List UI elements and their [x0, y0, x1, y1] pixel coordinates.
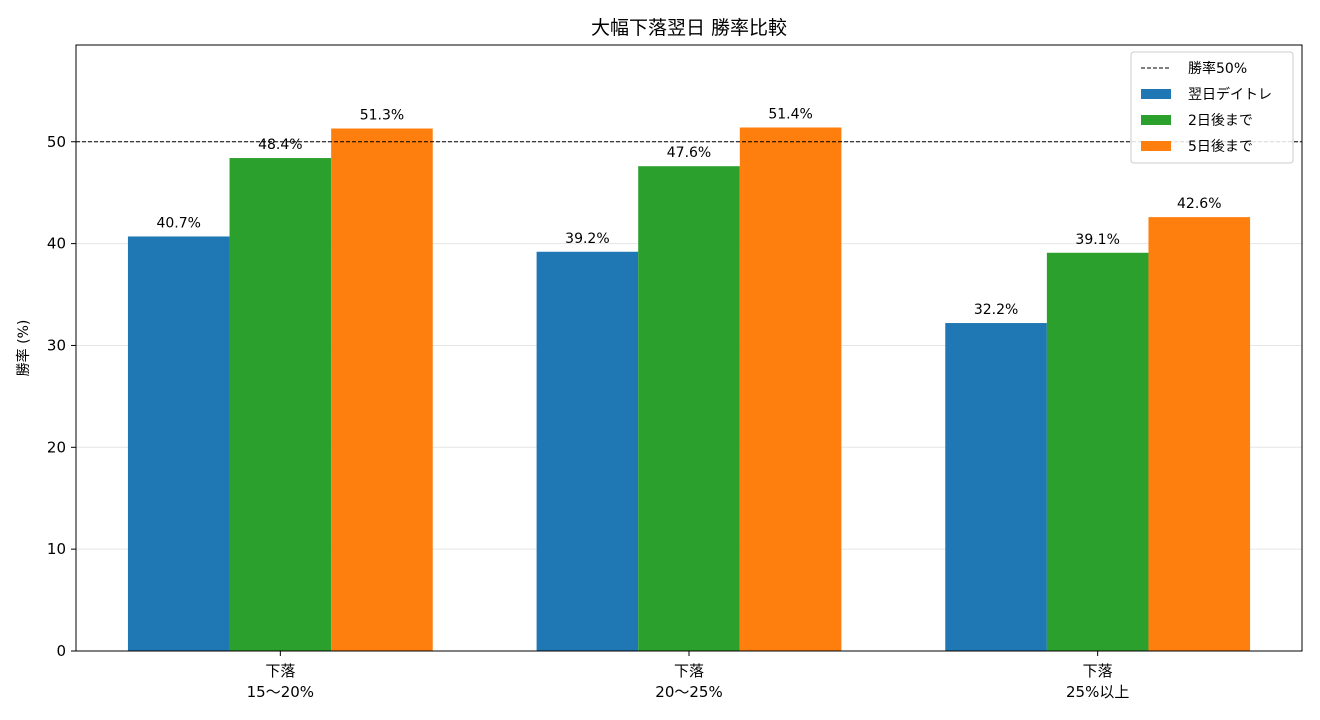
legend-label: 勝率50% — [1188, 60, 1247, 77]
bars — [127, 127, 1251, 652]
legend-label: 2日後まで — [1188, 113, 1253, 129]
bar — [229, 158, 332, 651]
legend-label: 5日後まで — [1188, 139, 1253, 155]
legend: 勝率50% 翌日デイトレ 2日後まで 5日後まで — [1130, 51, 1294, 164]
chart-title: 大幅下落翌日 勝率比較 — [591, 17, 787, 39]
bar — [127, 236, 230, 651]
data-label: 47.6% — [667, 145, 711, 161]
legend-swatch — [1141, 141, 1171, 151]
bar — [945, 323, 1047, 651]
legend-label: 翌日デイトレ — [1188, 86, 1272, 103]
bar — [331, 128, 433, 651]
x-tick-label: 15〜20% — [247, 683, 314, 701]
bar — [638, 166, 740, 651]
bar — [739, 127, 842, 651]
data-labels: 40.7% 48.4% 51.3% 39.2% 47.6% 51.4% 32.2% 39.1%… — [156, 106, 1221, 318]
legend-swatch — [1141, 89, 1171, 99]
y-tick-label: 20 — [47, 438, 66, 456]
y-tick-label: 50 — [47, 133, 66, 151]
legend-swatch — [1141, 115, 1171, 125]
data-label: 40.7% — [156, 215, 200, 231]
y-tick-label: 0 — [56, 642, 66, 660]
x-tick-label: 下落 — [674, 662, 704, 680]
x-tick-label: 20〜25% — [655, 683, 722, 701]
x-tick-label: 下落 — [265, 662, 295, 680]
data-label: 39.1% — [1075, 232, 1119, 248]
bar — [536, 251, 639, 652]
data-label: 48.4% — [258, 137, 302, 153]
x-tick-label: 25%以上 — [1066, 683, 1129, 701]
y-tick-label: 40 — [47, 235, 66, 253]
y-axis-label: 勝率 (%) — [15, 320, 32, 377]
bar — [1148, 217, 1251, 651]
data-label: 32.2% — [974, 302, 1018, 318]
data-label: 42.6% — [1177, 196, 1221, 212]
axes: 0 10 20 30 40 50 下落 15〜20% 下落 20〜25% 下落 25%以上 — [47, 133, 1129, 701]
x-tick-label: 下落 — [1083, 662, 1113, 680]
y-tick-label: 10 — [47, 540, 66, 558]
data-label: 51.3% — [360, 108, 404, 124]
data-label: 51.4% — [768, 106, 812, 122]
y-tick-label: 30 — [47, 336, 66, 354]
bar — [1046, 252, 1149, 651]
legend-box — [1130, 51, 1294, 164]
data-label: 39.2% — [565, 231, 609, 247]
